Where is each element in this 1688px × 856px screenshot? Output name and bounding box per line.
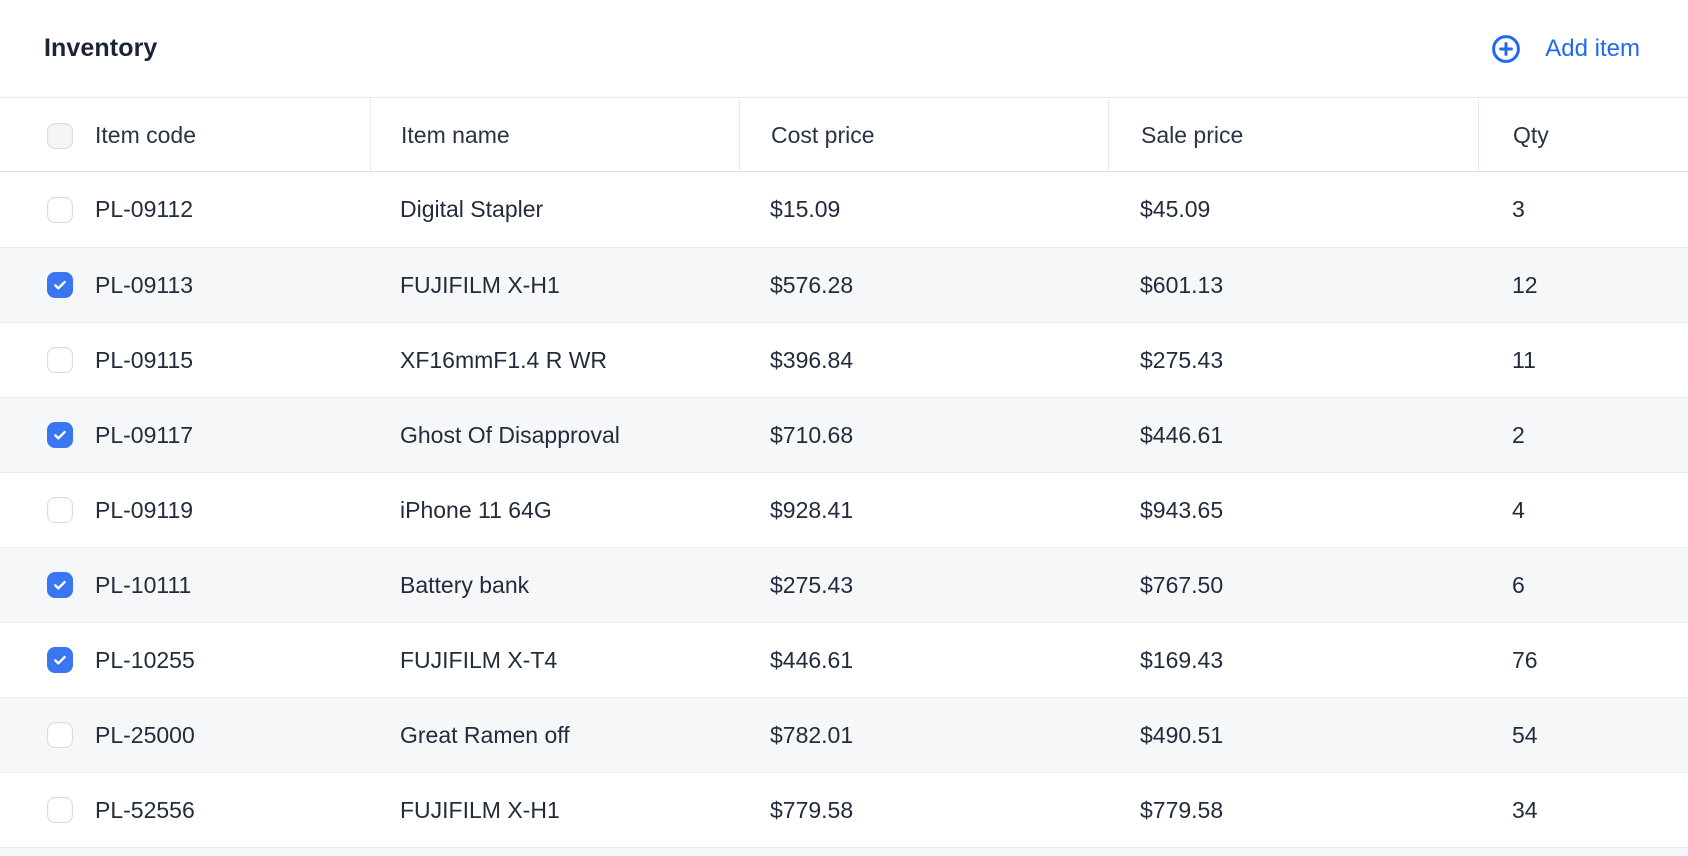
table-body: PL-09112 Digital Stapler $15.09 $45.09 3… [0, 172, 1688, 847]
sale-price-cell: $943.65 [1140, 496, 1224, 523]
header-cell-item-code: Item code [0, 98, 370, 173]
item-name-cell: Great Ramen off [400, 721, 570, 748]
item-name-cell: FUJIFILM X-T4 [400, 646, 558, 673]
table-row: PL-09117 Ghost Of Disapproval $710.68 $4… [0, 397, 1688, 472]
row-checkbox[interactable] [47, 347, 73, 373]
item-name-cell: XF16mmF1.4 R WR [400, 346, 608, 373]
item-code-cell: PL-10255 [95, 646, 195, 673]
row-checkbox[interactable] [47, 272, 73, 298]
cost-price-cell: $576.28 [770, 271, 854, 298]
cost-price-cell: $15.09 [770, 196, 841, 222]
checkmark-icon [54, 655, 66, 665]
partial-next-row [0, 847, 1688, 856]
row-checkbox[interactable] [47, 797, 73, 823]
table-row: PL-09115 XF16mmF1.4 R WR $396.84 $275.43… [0, 322, 1688, 397]
qty-cell: 12 [1512, 271, 1538, 298]
cost-price-cell: $782.01 [770, 721, 854, 748]
sale-price-cell: $45.09 [1140, 196, 1211, 222]
item-code-cell: PL-09112 [95, 196, 194, 222]
column-label-cost-price: Cost price [739, 98, 1108, 173]
sale-price-cell: $767.50 [1140, 571, 1224, 598]
plus-circle-icon [1491, 34, 1521, 64]
qty-cell: 11 [1512, 346, 1536, 373]
item-name-cell: FUJIFILM X-H1 [400, 796, 560, 823]
item-name-cell: FUJIFILM X-H1 [400, 271, 560, 298]
sale-price-cell: $490.51 [1140, 721, 1224, 748]
table-row: PL-09113 FUJIFILM X-H1 $576.28 $601.13 1… [0, 247, 1688, 322]
column-label-item-name: Item name [370, 98, 739, 173]
table-row: PL-10111 Battery bank $275.43 $767.50 6 [0, 547, 1688, 622]
item-name-cell: Digital Stapler [400, 196, 544, 222]
sale-price-cell: $779.58 [1140, 796, 1224, 823]
cost-price-cell: $446.61 [770, 646, 854, 673]
cost-price-cell: $710.68 [770, 421, 854, 448]
cost-price-cell: $779.58 [770, 796, 854, 823]
item-name-cell: Ghost Of Disapproval [400, 421, 620, 448]
item-code-cell: PL-25000 [95, 721, 195, 748]
item-code-cell: PL-09119 [95, 496, 194, 523]
cost-price-cell: $396.84 [770, 346, 854, 373]
row-checkbox[interactable] [47, 572, 73, 598]
column-label-sale-price: Sale price [1108, 98, 1478, 173]
cost-price-cell: $928.41 [770, 496, 854, 523]
qty-cell: 34 [1512, 796, 1538, 823]
table-header: Item code Item name Cost price Sale pric… [0, 97, 1688, 173]
qty-cell: 4 [1512, 496, 1525, 523]
item-name-cell: Battery bank [400, 571, 530, 598]
sale-price-cell: $169.43 [1140, 646, 1224, 673]
checkmark-icon [54, 580, 66, 590]
row-checkbox[interactable] [47, 722, 73, 748]
item-code-cell: PL-09115 [95, 346, 194, 373]
item-code-cell: PL-10111 [95, 571, 192, 598]
topbar: Inventory Add item [0, 0, 1688, 97]
row-checkbox[interactable] [47, 196, 73, 223]
item-code-cell: PL-52556 [95, 796, 195, 823]
row-checkbox[interactable] [47, 647, 73, 673]
table-row: PL-09119 iPhone 11 64G $928.41 $943.65 4 [0, 472, 1688, 547]
checkmark-icon [54, 280, 66, 290]
qty-cell: 54 [1512, 721, 1538, 748]
column-label-item-code: Item code [95, 122, 196, 148]
qty-cell: 76 [1512, 646, 1538, 673]
sale-price-cell: $446.61 [1140, 421, 1224, 448]
add-item-button[interactable]: Add item [1491, 34, 1640, 64]
table-row: PL-09112 Digital Stapler $15.09 $45.09 3 [0, 172, 1688, 247]
sale-price-cell: $275.43 [1140, 346, 1224, 373]
table-row: PL-52556 FUJIFILM X-H1 $779.58 $779.58 3… [0, 772, 1688, 847]
page-title: Inventory [44, 34, 158, 62]
item-code-cell: PL-09117 [95, 421, 194, 448]
row-checkbox[interactable] [47, 497, 73, 523]
table-row: PL-10255 FUJIFILM X-T4 $446.61 $169.43 7… [0, 622, 1688, 697]
item-code-cell: PL-09113 [95, 271, 194, 298]
table-row: PL-25000 Great Ramen off $782.01 $490.51… [0, 697, 1688, 772]
checkmark-icon [54, 430, 66, 440]
sale-price-cell: $601.13 [1140, 271, 1224, 298]
select-all-checkbox[interactable] [47, 122, 73, 149]
qty-cell: 3 [1512, 196, 1525, 222]
qty-cell: 6 [1512, 571, 1525, 598]
item-name-cell: iPhone 11 64G [400, 496, 552, 523]
cost-price-cell: $275.43 [770, 571, 854, 598]
qty-cell: 2 [1512, 421, 1525, 448]
row-checkbox[interactable] [47, 422, 73, 448]
add-item-label: Add item [1545, 34, 1640, 62]
column-label-qty: Qty [1478, 98, 1688, 173]
